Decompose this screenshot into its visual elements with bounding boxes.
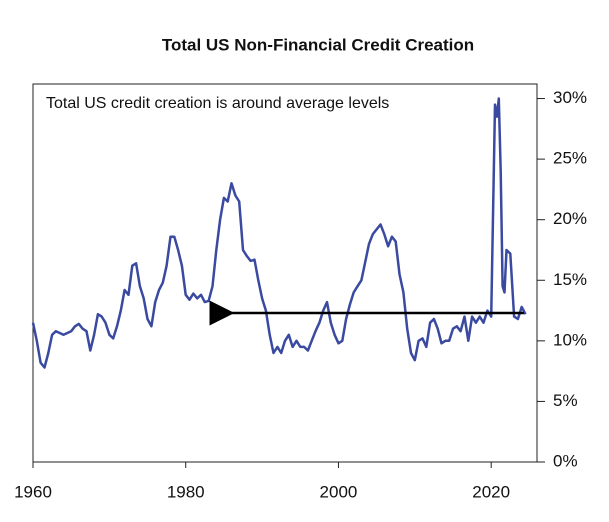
chart-title: Total US Non-Financial Credit Creation xyxy=(162,35,474,54)
y-tick-label: 5% xyxy=(553,391,578,410)
y-tick-label: 15% xyxy=(553,270,587,289)
x-tick-label: 2020 xyxy=(472,482,510,501)
x-tick-label: 2000 xyxy=(320,482,358,501)
y-tick-label: 30% xyxy=(553,88,587,107)
y-tick-label: 25% xyxy=(553,149,587,168)
x-tick-label: 1980 xyxy=(167,482,205,501)
plot-frame xyxy=(32,83,538,463)
y-tick-label: 20% xyxy=(553,209,587,228)
y-tick-label: 0% xyxy=(553,451,578,470)
y-tick-label: 10% xyxy=(553,330,587,349)
data-line xyxy=(31,97,527,369)
annotation: Total US credit creation is around avera… xyxy=(46,95,389,112)
x-tick-label: 1960 xyxy=(14,482,52,501)
